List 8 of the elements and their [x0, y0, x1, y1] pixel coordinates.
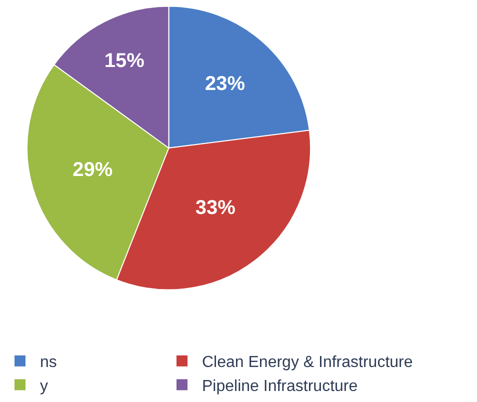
- legend-label: ns: [40, 354, 57, 372]
- legend-label: y: [40, 378, 48, 395]
- data-label: 33%: [195, 197, 236, 220]
- data-label: 29%: [72, 159, 113, 182]
- legend-label: Clean Energy & Infrastructure: [202, 354, 413, 372]
- data-label: 15%: [104, 50, 145, 72]
- legend-label: Pipeline Infrastructure: [202, 378, 358, 395]
- data-label: 23%: [205, 72, 246, 95]
